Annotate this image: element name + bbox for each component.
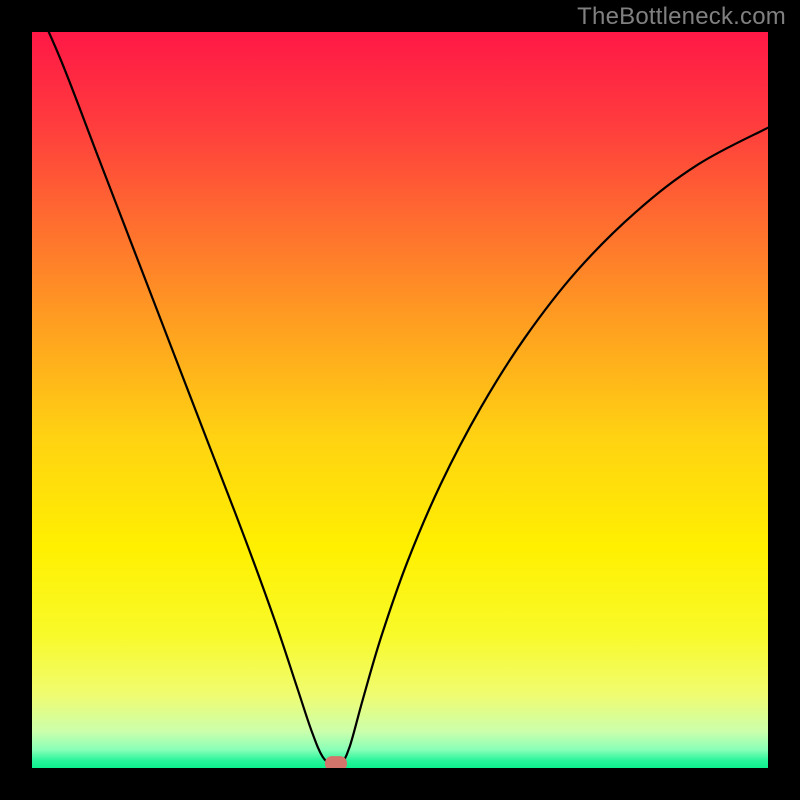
chart-stage: TheBottleneck.com (0, 0, 800, 800)
curve-layer (32, 32, 768, 768)
minimum-marker (325, 756, 347, 768)
watermark-text: TheBottleneck.com (577, 3, 786, 31)
bottleneck-curve (32, 32, 768, 767)
plot-area (32, 32, 768, 768)
